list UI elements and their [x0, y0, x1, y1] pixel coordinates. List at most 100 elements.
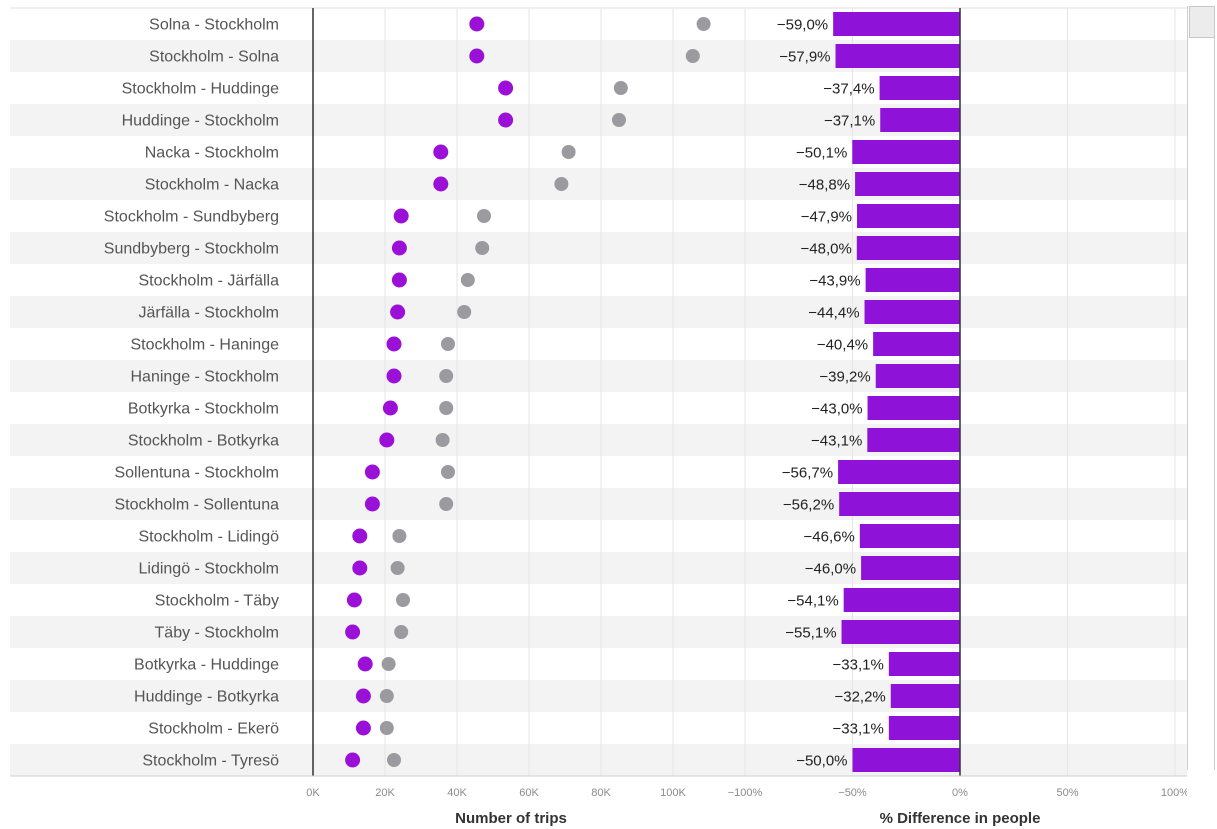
- previous-trips-dot: [477, 209, 491, 223]
- previous-trips-dot: [554, 177, 569, 191]
- gridlines: [10, 7, 1187, 776]
- current-trips-dot: [364, 464, 380, 480]
- pct-label: −46,6%: [804, 529, 855, 546]
- current-trips-dot: [393, 208, 409, 224]
- current-trips-dot: [364, 496, 380, 512]
- current-trips-dot: [469, 48, 485, 64]
- previous-trips-dot: [439, 369, 454, 383]
- pct-bar: [833, 12, 960, 36]
- row-band: [10, 296, 1187, 328]
- pct-tick-label: 50%: [1056, 787, 1078, 799]
- pct-bar: [890, 684, 960, 708]
- pct-label: −54,1%: [787, 593, 838, 610]
- current-trips-dot: [379, 432, 395, 448]
- row-label: Stockholm - Ekerö: [148, 721, 279, 738]
- row-label: Sundbyberg - Stockholm: [104, 241, 279, 258]
- pct-bar: [865, 268, 960, 292]
- previous-trips-dot: [685, 49, 700, 63]
- vertical-scrollbar[interactable]: [1187, 6, 1215, 770]
- pct-tick-label: 0%: [952, 787, 968, 799]
- pct-label: −33,1%: [833, 657, 884, 674]
- row-label: Haninge - Stockholm: [130, 369, 279, 386]
- row-label: Nacka - Stockholm: [145, 145, 279, 162]
- current-trips-dot: [352, 560, 368, 576]
- row-label: Järfälla - Stockholm: [139, 305, 280, 322]
- pct-bar: [888, 652, 960, 676]
- current-trips-dot: [391, 272, 407, 288]
- previous-trips-dot: [387, 753, 401, 767]
- pct-label: −50,1%: [796, 145, 847, 162]
- scrollbar-thumb[interactable]: [1189, 6, 1215, 38]
- current-trips-dot: [498, 112, 514, 128]
- current-trips-dot: [386, 336, 402, 352]
- current-trips-dot: [357, 656, 373, 672]
- pct-label: −57,9%: [779, 49, 830, 66]
- current-trips-dot: [433, 144, 449, 160]
- pct-bar: [861, 556, 960, 580]
- row-label: Täby - Stockholm: [155, 625, 279, 642]
- row-band: [10, 168, 1187, 200]
- row-label: Stockholm - Lidingö: [138, 529, 279, 546]
- row-band: [10, 744, 1187, 776]
- current-trips-dot: [345, 752, 361, 768]
- row-band: [10, 232, 1187, 264]
- row-label: Lidingö - Stockholm: [138, 561, 279, 578]
- previous-trips-dot: [396, 593, 410, 607]
- row-band: [10, 680, 1187, 712]
- previous-trips-dot: [696, 17, 711, 31]
- row-label: Huddinge - Stockholm: [122, 113, 279, 130]
- previous-trips-dot: [561, 145, 576, 159]
- previous-trips-dot: [390, 561, 405, 575]
- pct-label: −48,8%: [799, 177, 850, 194]
- row-label: Stockholm - Nacka: [145, 177, 279, 194]
- pct-label: −37,1%: [824, 113, 875, 130]
- previous-trips-dot: [392, 529, 407, 543]
- pct-label: −32,2%: [834, 689, 885, 706]
- current-trips-dot: [390, 304, 406, 320]
- pct-label: −59,0%: [777, 17, 828, 34]
- current-trips-dot: [469, 16, 485, 32]
- pct-label: −43,1%: [811, 433, 862, 450]
- current-trips-dot: [352, 528, 368, 544]
- pct-bar: [873, 332, 960, 356]
- previous-trips-dot: [439, 401, 454, 415]
- axes: [10, 8, 1187, 777]
- pct-bar: [879, 76, 960, 100]
- row-label: Stockholm - Tyresö: [142, 753, 279, 770]
- row-label: Stockholm - Haninge: [130, 337, 279, 354]
- previous-trips-dot: [612, 113, 626, 127]
- trips-tick-label: 40K: [447, 787, 467, 799]
- previous-trips-dot: [379, 689, 394, 703]
- trips-tick-label: 20K: [375, 787, 395, 799]
- row-label: Botkyrka - Huddinge: [134, 657, 279, 674]
- pct-bar: [875, 364, 960, 388]
- previous-trips-dot: [379, 721, 394, 735]
- pct-label: −40,4%: [817, 337, 868, 354]
- pct-label: −44,4%: [808, 305, 859, 322]
- row-bands: [10, 40, 1187, 776]
- pct-bar: [843, 588, 960, 612]
- pct-label: −43,9%: [809, 273, 860, 290]
- row-label: Sollentuna - Stockholm: [114, 465, 279, 482]
- pct-label: −47,9%: [801, 209, 852, 226]
- pct-label: −43,0%: [811, 401, 862, 418]
- row-band: [10, 616, 1187, 648]
- trip-dots: [345, 16, 711, 768]
- pct-bar: [838, 460, 960, 484]
- previous-trips-dot: [460, 273, 475, 287]
- pct-bar: [856, 236, 960, 260]
- pct-bar: [852, 748, 960, 772]
- pct-label: −56,2%: [783, 497, 834, 514]
- previous-trips-dot: [439, 497, 454, 511]
- row-band: [10, 488, 1187, 520]
- trips-tick-label: 100K: [660, 787, 686, 799]
- pct-label: −50,0%: [796, 753, 847, 770]
- previous-trips-dot: [457, 305, 472, 319]
- pct-axis-title: % Difference in people: [880, 810, 1041, 827]
- previous-trips-dot: [441, 465, 455, 479]
- pct-bar: [852, 140, 960, 164]
- current-trips-dot: [355, 720, 371, 736]
- trips-tick-label: 60K: [519, 787, 539, 799]
- row-labels: Solna - Stockholm Stockholm - Solna Stockh…: [104, 17, 279, 770]
- current-trips-dot: [386, 368, 402, 384]
